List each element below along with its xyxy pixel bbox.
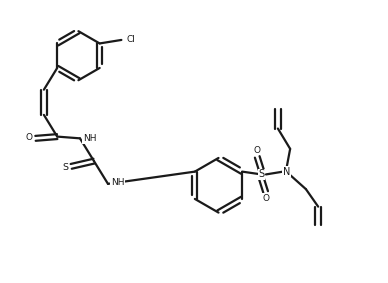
Text: NH: NH <box>111 178 124 187</box>
Text: S: S <box>258 170 265 179</box>
Text: S: S <box>62 162 68 171</box>
Text: NH: NH <box>83 134 96 143</box>
Text: O: O <box>253 146 260 155</box>
Text: O: O <box>263 194 270 203</box>
Text: N: N <box>283 167 290 177</box>
Text: O: O <box>26 134 33 143</box>
Text: Cl: Cl <box>126 35 135 44</box>
